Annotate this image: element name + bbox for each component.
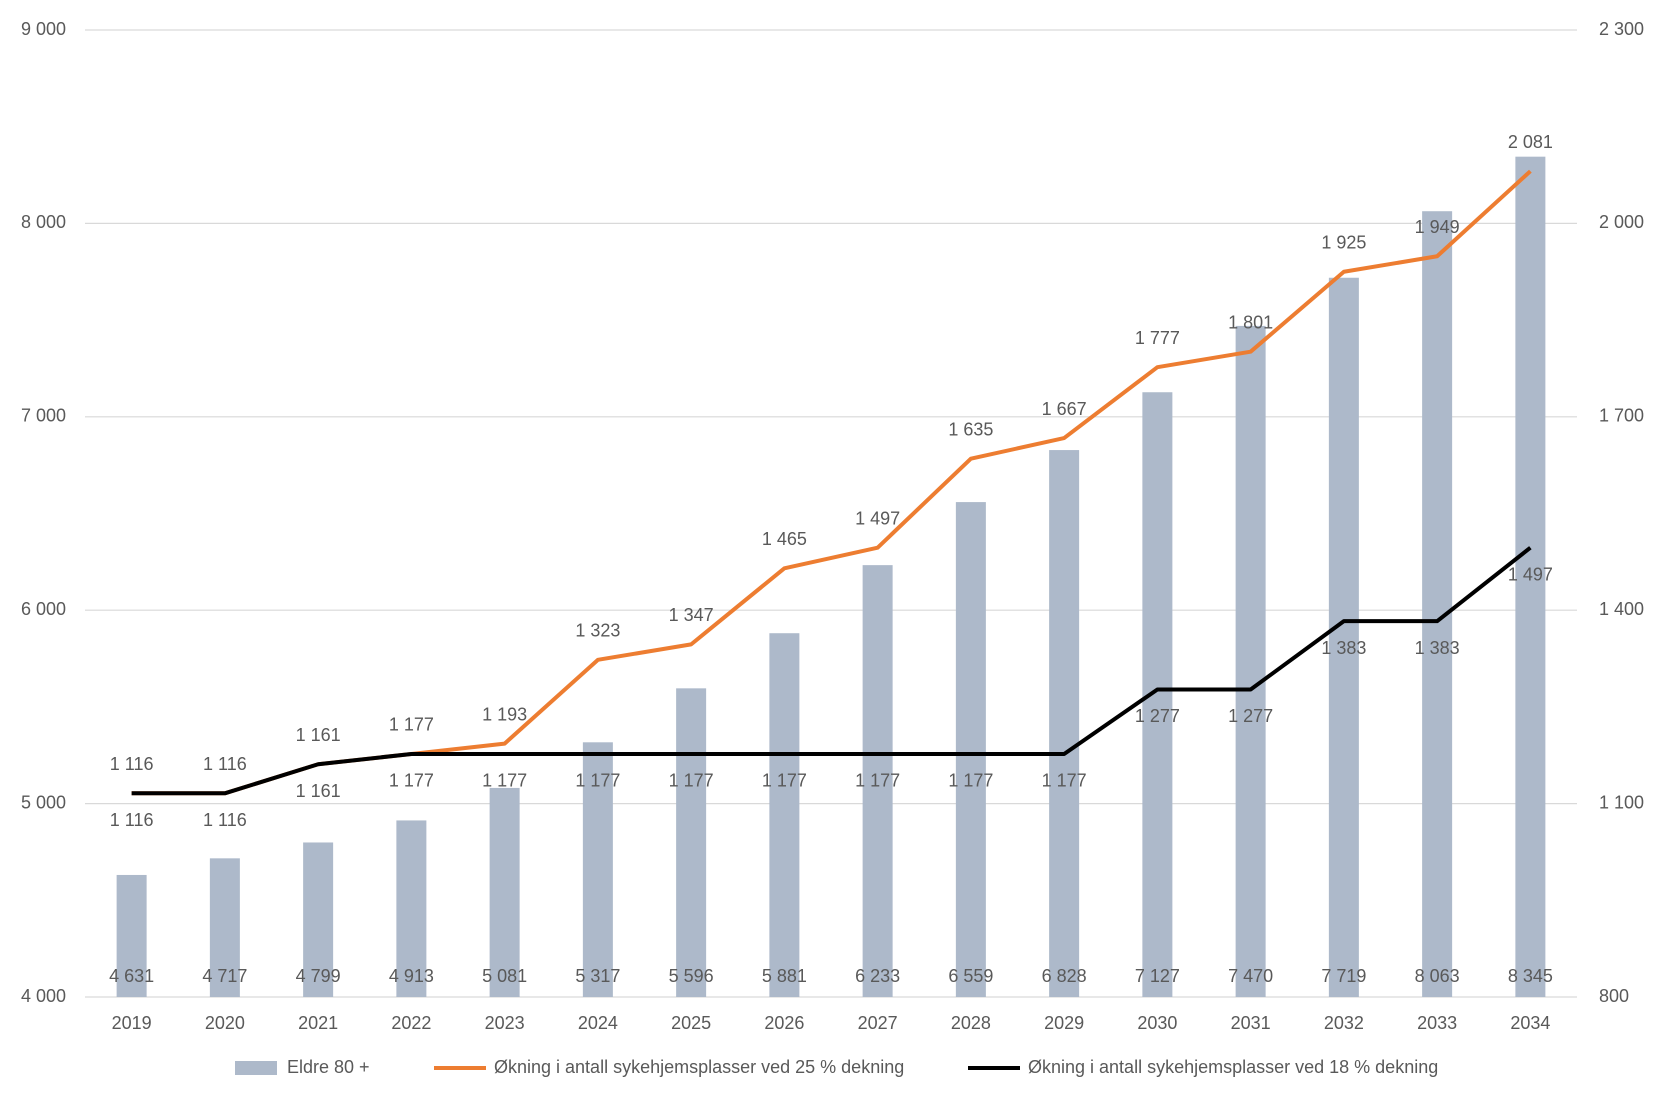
- x-tick-label: 2024: [578, 1013, 618, 1033]
- y2-tick-label: 1 100: [1599, 792, 1644, 812]
- data-label: 1 949: [1415, 217, 1460, 237]
- bar: [303, 842, 334, 997]
- data-label: 1 801: [1228, 312, 1273, 332]
- data-label: 5 317: [575, 966, 620, 986]
- data-label: 1 497: [855, 508, 900, 528]
- bar: [209, 858, 240, 997]
- data-label: 1 277: [1135, 706, 1180, 726]
- bar: [1049, 450, 1080, 997]
- data-label: 1 177: [855, 771, 900, 791]
- bar: [955, 502, 986, 997]
- data-label: 1 177: [669, 771, 714, 791]
- y-tick-label: 4 000: [21, 986, 66, 1006]
- bar: [769, 633, 800, 997]
- x-tick-label: 2030: [1137, 1013, 1177, 1033]
- data-label: 1 193: [482, 704, 527, 724]
- x-tick-label: 2028: [951, 1013, 991, 1033]
- data-label: 6 233: [855, 966, 900, 986]
- bar: [676, 688, 707, 997]
- data-label: 1 635: [948, 419, 993, 439]
- data-label: 1 383: [1415, 638, 1460, 658]
- data-label: 4 799: [296, 966, 341, 986]
- x-tick-label: 2034: [1510, 1013, 1550, 1033]
- y-tick-label: 7 000: [21, 406, 66, 426]
- x-tick-label: 2029: [1044, 1013, 1084, 1033]
- bar: [116, 874, 147, 997]
- data-label: 1 116: [110, 810, 154, 830]
- data-label: 4 631: [109, 966, 154, 986]
- data-label: 1 177: [389, 715, 434, 735]
- x-tick-label: 2023: [485, 1013, 525, 1033]
- data-label: 1 177: [575, 771, 620, 791]
- x-tick-label: 2033: [1417, 1013, 1457, 1033]
- data-label: 1 465: [762, 529, 807, 549]
- x-tick-label: 2019: [112, 1013, 152, 1033]
- data-label: 1 383: [1321, 638, 1366, 658]
- data-label: 1 177: [762, 771, 807, 791]
- x-tick-label: 2032: [1324, 1013, 1364, 1033]
- bar: [1235, 325, 1266, 998]
- data-label: 1 777: [1135, 328, 1180, 348]
- bar: [862, 565, 893, 997]
- data-label: 7 470: [1228, 966, 1273, 986]
- data-label: 1 116: [203, 754, 247, 774]
- y2-tick-label: 2 300: [1599, 19, 1644, 39]
- y-tick-label: 5 000: [21, 792, 66, 812]
- data-label: 2 081: [1508, 132, 1553, 152]
- data-label: 1 161: [296, 781, 341, 801]
- data-label: 1 116: [110, 754, 154, 774]
- y-tick-label: 6 000: [21, 599, 66, 619]
- data-label: 7 127: [1135, 966, 1180, 986]
- data-label: 1 347: [669, 605, 714, 625]
- x-tick-label: 2021: [298, 1013, 338, 1033]
- data-label: 5 081: [482, 966, 527, 986]
- data-label: 5 596: [669, 966, 714, 986]
- data-label: 6 559: [948, 966, 993, 986]
- data-label: 6 828: [1042, 966, 1087, 986]
- y2-tick-label: 1 700: [1599, 406, 1644, 426]
- x-tick-label: 2026: [764, 1013, 804, 1033]
- y-tick-label: 8 000: [21, 212, 66, 232]
- y2-tick-label: 1 400: [1599, 599, 1644, 619]
- x-tick-label: 2025: [671, 1013, 711, 1033]
- bar: [396, 820, 427, 997]
- bar: [1328, 277, 1359, 998]
- legend-label: Økning i antall sykehjemsplasser ved 18 …: [1028, 1057, 1438, 1077]
- data-label: 8 063: [1415, 966, 1460, 986]
- y2-tick-label: 2 000: [1599, 212, 1644, 232]
- data-label: 1 177: [948, 771, 993, 791]
- data-label: 4 717: [202, 966, 247, 986]
- x-tick-label: 2027: [858, 1013, 898, 1033]
- bar: [582, 742, 613, 997]
- data-label: 1 161: [296, 725, 341, 745]
- legend-label: Eldre 80 +: [287, 1057, 370, 1077]
- data-label: 1 116: [203, 810, 247, 830]
- data-label: 1 323: [575, 621, 620, 641]
- data-label: 1 667: [1042, 399, 1087, 419]
- data-label: 7 719: [1321, 966, 1366, 986]
- data-label: 1 177: [482, 771, 527, 791]
- legend-label: Økning i antall sykehjemsplasser ved 25 …: [494, 1057, 904, 1077]
- data-label: 1 277: [1228, 706, 1273, 726]
- bar: [489, 787, 520, 997]
- data-label: 1 177: [389, 771, 434, 791]
- data-label: 4 913: [389, 966, 434, 986]
- x-tick-label: 2020: [205, 1013, 245, 1033]
- x-tick-label: 2031: [1231, 1013, 1271, 1033]
- data-label: 1 497: [1508, 564, 1553, 584]
- data-label: 8 345: [1508, 966, 1553, 986]
- data-label: 1 925: [1321, 233, 1366, 253]
- bar: [1422, 211, 1453, 997]
- y-tick-label: 9 000: [21, 19, 66, 39]
- line: [131, 546, 1532, 796]
- data-label: 1 177: [1042, 771, 1087, 791]
- x-tick-label: 2022: [391, 1013, 431, 1033]
- bar: [1515, 156, 1546, 997]
- y2-tick-label: 800: [1599, 986, 1629, 1006]
- data-label: 5 881: [762, 966, 807, 986]
- line: [131, 169, 1532, 796]
- legend-swatch: [235, 1061, 277, 1075]
